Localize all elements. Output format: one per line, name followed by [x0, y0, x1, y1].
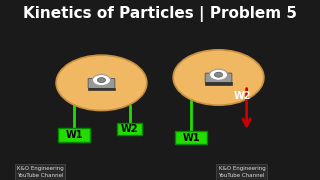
Circle shape — [210, 69, 228, 80]
Bar — [117, 123, 142, 135]
Text: W1: W1 — [182, 133, 200, 143]
Bar — [175, 131, 207, 145]
Text: K&O Engineering
YouTube Channel: K&O Engineering YouTube Channel — [17, 166, 63, 177]
Bar — [204, 82, 232, 85]
Text: Kinetics of Particles | Problem 5: Kinetics of Particles | Problem 5 — [23, 6, 297, 22]
Text: W2: W2 — [234, 91, 251, 101]
Circle shape — [97, 78, 106, 83]
Bar — [88, 88, 116, 90]
Text: K&O Engineering
YouTube Channel: K&O Engineering YouTube Channel — [219, 166, 265, 177]
Text: W2: W2 — [121, 124, 138, 134]
Bar — [58, 128, 90, 142]
FancyBboxPatch shape — [88, 78, 115, 88]
Circle shape — [173, 50, 264, 105]
FancyBboxPatch shape — [205, 73, 232, 83]
Text: W1: W1 — [66, 130, 83, 140]
Circle shape — [56, 55, 147, 111]
Circle shape — [214, 72, 223, 77]
Circle shape — [92, 75, 110, 86]
